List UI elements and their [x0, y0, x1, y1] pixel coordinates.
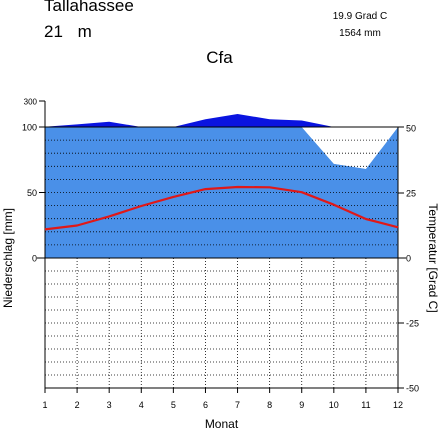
month-tick-label: 10 [329, 400, 339, 410]
station-name: Tallahassee [44, 0, 134, 15]
temp-tick-label: 50 [406, 124, 416, 134]
mean-temperature: 19.9 Grad C [332, 11, 388, 22]
temperature-layer [44, 185, 399, 231]
elevation-unit: m [77, 22, 92, 41]
month-tick-label: 2 [75, 400, 80, 410]
grid-layer [45, 139, 398, 388]
temp-tick-label: -25 [406, 319, 419, 329]
perhumid-area [45, 114, 398, 127]
month-tick-label: 11 [361, 400, 370, 410]
station-stats: 19.9 Grad C 1564 mm [318, 8, 402, 42]
precip-tick-label: 50 [27, 188, 37, 198]
temp-axis-label: Temperatur [Grad C] [426, 203, 439, 312]
temp-tick-label: 0 [406, 254, 411, 264]
humid-area [45, 127, 398, 258]
month-tick-label: 8 [267, 400, 272, 410]
temp-tick-label: -50 [406, 384, 419, 394]
temp-tick-label: 25 [406, 189, 416, 199]
precip-tick-label: 100 [22, 123, 37, 133]
elevation-value: 21 [44, 22, 63, 41]
month-tick-label: 7 [235, 400, 240, 410]
precip-axis-label: Niederschlag [mm] [1, 208, 15, 308]
precipitation-fill-layer [45, 114, 398, 258]
month-tick-label: 5 [171, 400, 176, 410]
month-tick-label: 9 [299, 400, 304, 410]
month-tick-label: 6 [203, 400, 208, 410]
month-tick-label: 4 [139, 400, 144, 410]
temperature-line [44, 185, 399, 231]
month-tick-label: 12 [393, 400, 403, 410]
climate-class: Cfa [206, 48, 233, 67]
x-axis-label: Monat [205, 417, 239, 430]
annual-precipitation: 1564 mm [339, 28, 381, 39]
precip-tick-label: 0 [32, 254, 37, 264]
axes-layer [37, 100, 406, 393]
month-tick-label: 1 [42, 400, 47, 410]
month-tick-label: 3 [107, 400, 112, 410]
station-elevation: 21 m [44, 22, 92, 42]
precip-tick-label: 300 [24, 98, 38, 107]
gap-area [45, 127, 398, 169]
